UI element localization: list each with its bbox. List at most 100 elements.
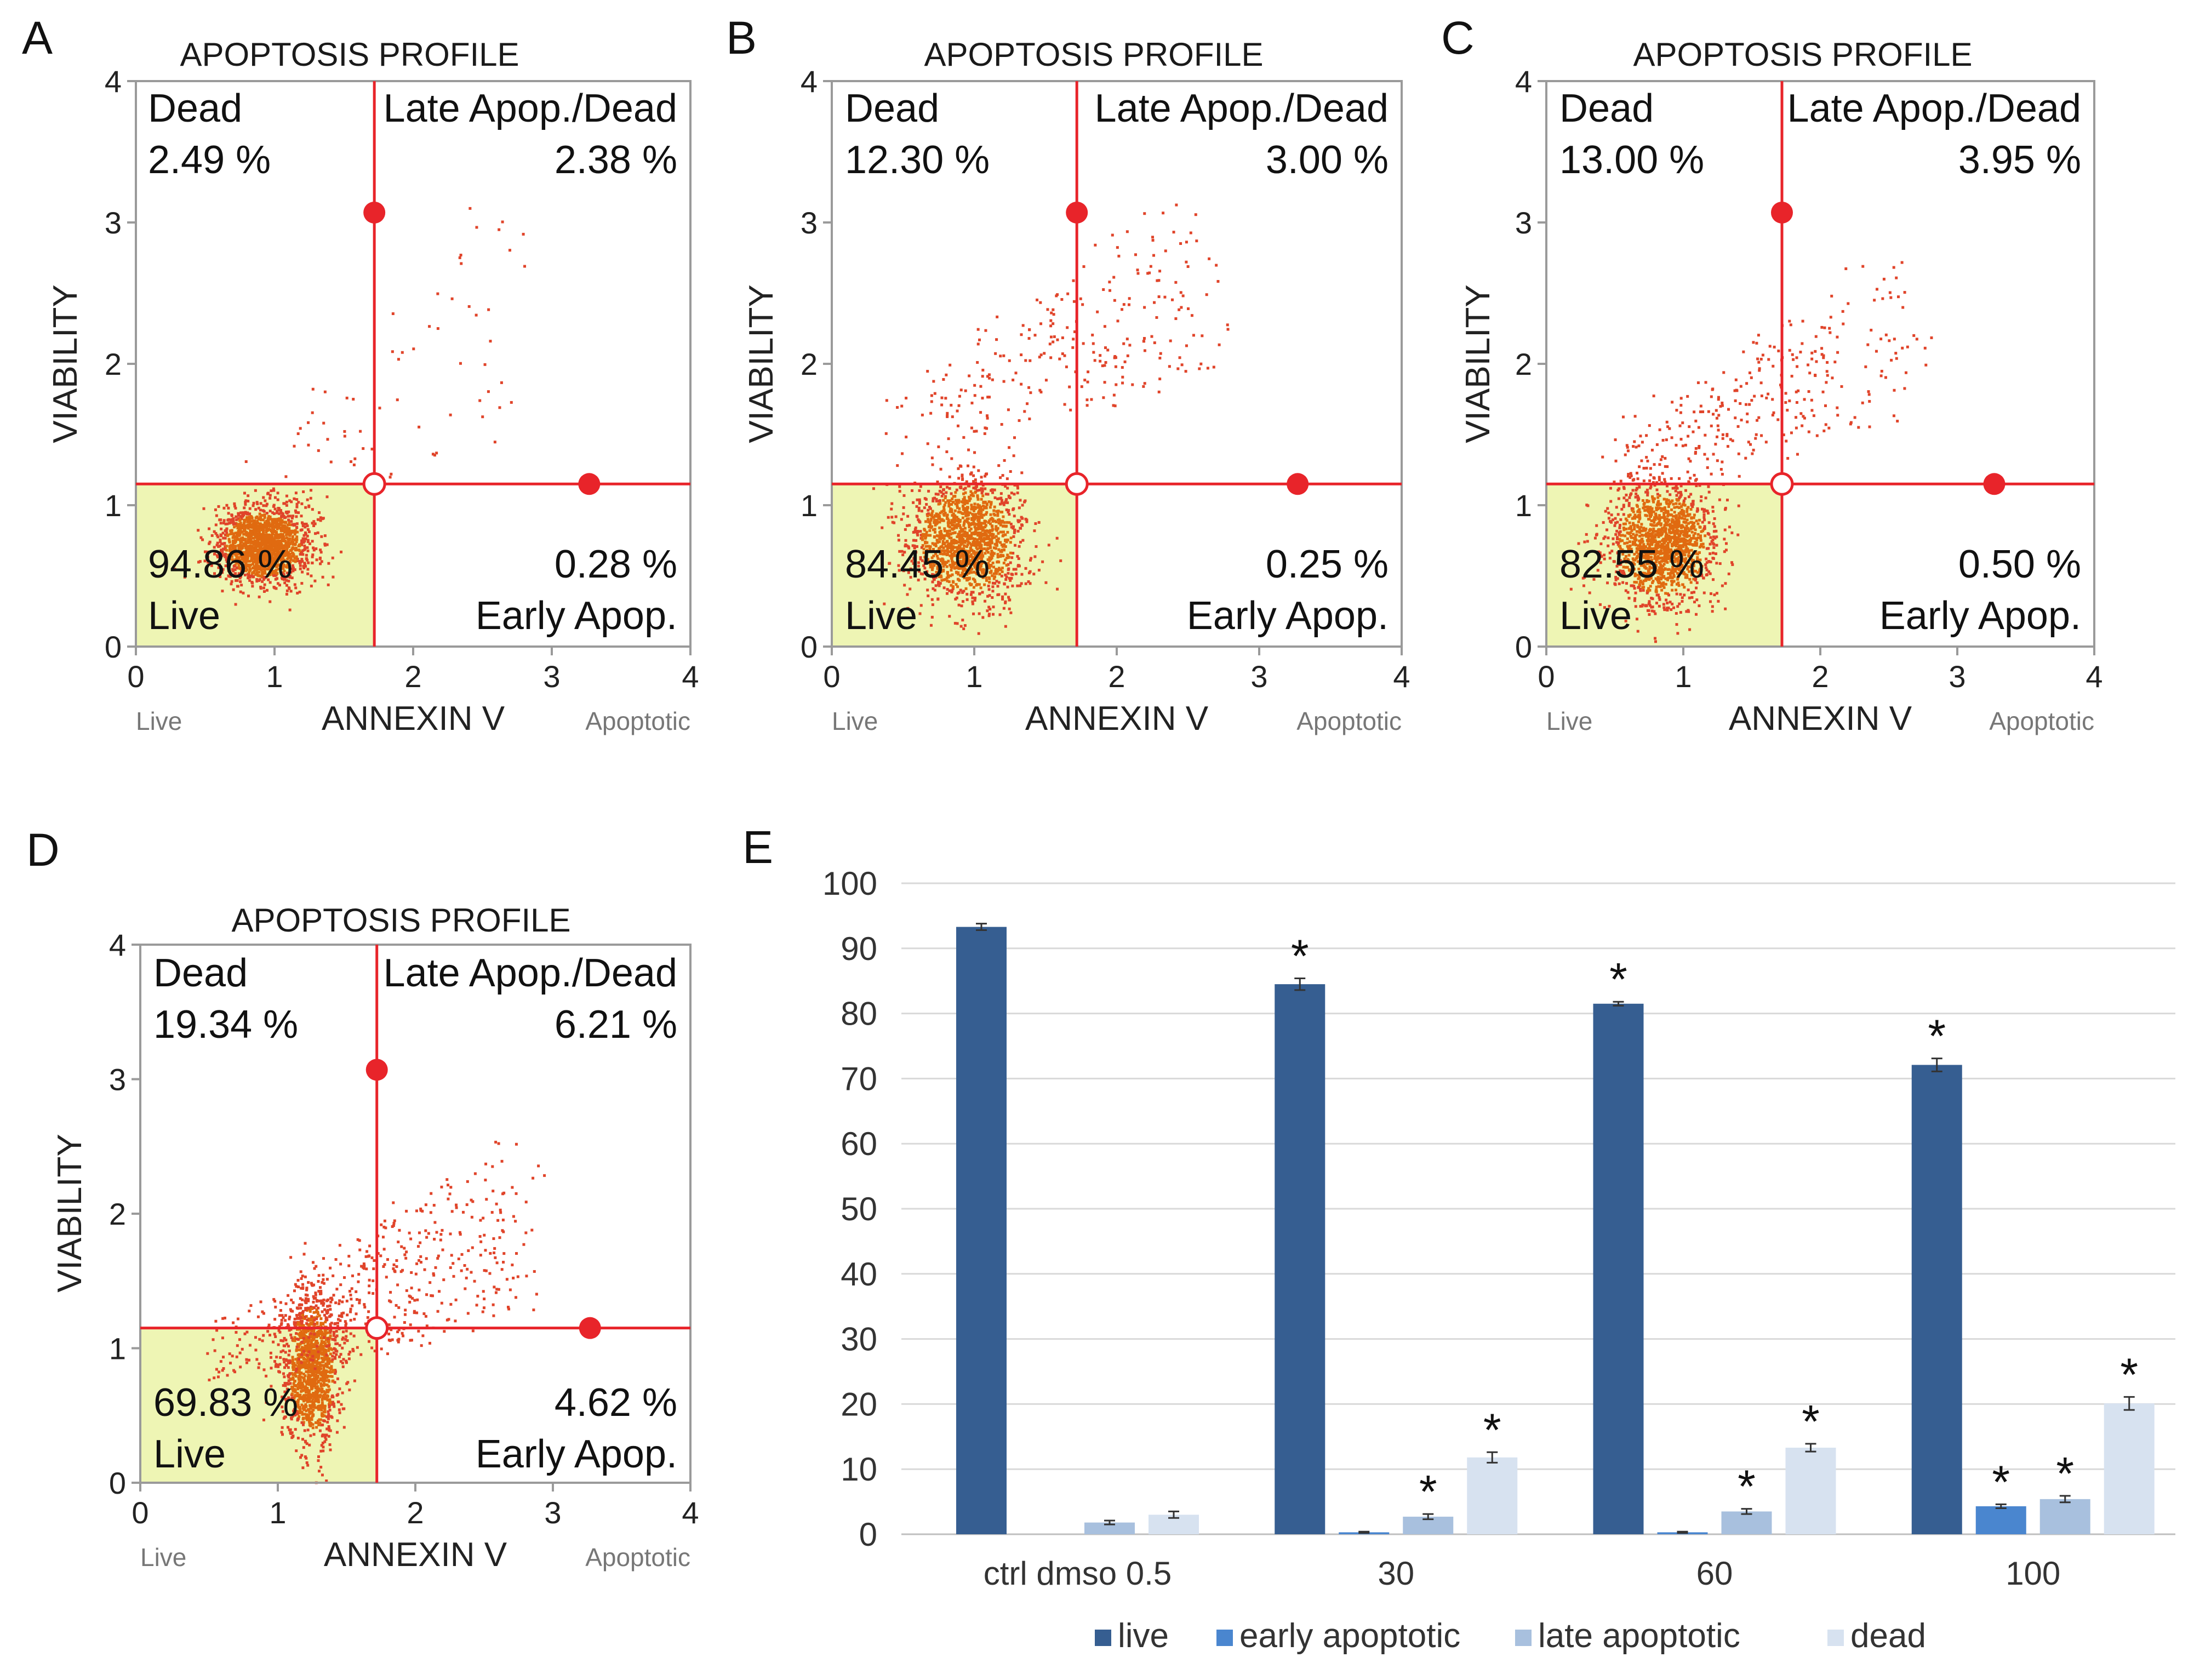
data-point (292, 552, 295, 556)
data-point (1179, 291, 1182, 294)
data-point (1711, 610, 1714, 613)
data-point (954, 566, 957, 569)
data-point (1655, 488, 1659, 492)
y-tick-label: 4 (801, 64, 818, 99)
data-point (230, 582, 233, 586)
data-point (262, 530, 265, 533)
data-point (290, 540, 293, 544)
data-point (942, 378, 945, 381)
data-point (982, 504, 985, 507)
y-tick-label: 0 (801, 630, 818, 664)
data-point (1650, 507, 1654, 510)
data-point (258, 533, 261, 536)
data-point (999, 521, 1003, 524)
data-point (936, 598, 940, 601)
data-point (1673, 521, 1677, 524)
data-point (1657, 541, 1660, 544)
data-point (1626, 541, 1629, 545)
data-point (237, 514, 240, 517)
data-point (1610, 550, 1614, 553)
data-point (915, 545, 918, 548)
data-point (239, 515, 243, 518)
data-point (965, 592, 969, 596)
data-point (301, 524, 305, 528)
data-point (1033, 334, 1037, 337)
data-point (1712, 530, 1716, 533)
data-point (1647, 557, 1650, 560)
data-point (1693, 525, 1696, 528)
data-point (1681, 596, 1684, 599)
data-point (1624, 522, 1627, 525)
data-point (984, 475, 987, 478)
data-point (913, 528, 917, 531)
data-point (1618, 538, 1621, 541)
data-point (1660, 528, 1664, 532)
data-point (1694, 578, 1698, 581)
data-point (1607, 544, 1610, 547)
data-point (1686, 539, 1689, 542)
data-point (309, 496, 312, 500)
data-point (1175, 203, 1178, 207)
data-point (1046, 308, 1049, 311)
data-point (1630, 474, 1633, 477)
data-point (924, 520, 928, 523)
data-point (981, 571, 984, 574)
data-point (288, 515, 292, 518)
data-point (932, 548, 935, 551)
data-point (418, 425, 421, 428)
data-point (996, 553, 999, 556)
data-point (1737, 504, 1740, 507)
data-point (961, 619, 964, 622)
data-point (1615, 529, 1619, 533)
data-point (982, 500, 985, 504)
data-point (958, 530, 961, 534)
data-point (985, 503, 989, 506)
data-point (975, 516, 979, 519)
data-point (959, 562, 962, 565)
data-point (268, 496, 272, 500)
data-point (1103, 364, 1106, 367)
data-point (1008, 521, 1011, 524)
data-point (989, 608, 992, 611)
data-point (297, 501, 300, 504)
data-point (1672, 502, 1675, 506)
data-point (1676, 632, 1679, 635)
data-point (222, 553, 225, 557)
data-point (946, 550, 950, 553)
data-point (946, 412, 949, 415)
data-point (978, 338, 981, 341)
data-point (1014, 572, 1018, 575)
data-point (1028, 328, 1031, 332)
data-point (259, 515, 262, 518)
data-point (1644, 490, 1648, 494)
data-point (244, 550, 248, 553)
data-point (1019, 499, 1022, 502)
data-point (1682, 544, 1685, 547)
data-point (925, 548, 929, 552)
data-point (1685, 542, 1688, 545)
data-point (1648, 604, 1652, 607)
data-point (1665, 523, 1668, 527)
data-point (270, 562, 273, 565)
data-point (1665, 510, 1668, 513)
data-point (1635, 471, 1638, 475)
data-point (262, 510, 266, 513)
data-point (956, 553, 959, 557)
data-point (987, 605, 991, 609)
data-point (306, 524, 309, 528)
data-point (907, 571, 910, 574)
data-point (293, 533, 296, 536)
data-point (1618, 563, 1621, 566)
data-point (235, 579, 238, 582)
data-point (1738, 475, 1741, 478)
data-point (1012, 525, 1015, 528)
data-point (257, 557, 260, 560)
data-point (972, 487, 975, 490)
data-point (254, 541, 258, 544)
data-point (1007, 408, 1010, 412)
data-point (255, 542, 259, 546)
data-point (1631, 563, 1634, 567)
data-point (974, 528, 978, 532)
data-point (250, 574, 253, 578)
data-point (1636, 530, 1639, 533)
